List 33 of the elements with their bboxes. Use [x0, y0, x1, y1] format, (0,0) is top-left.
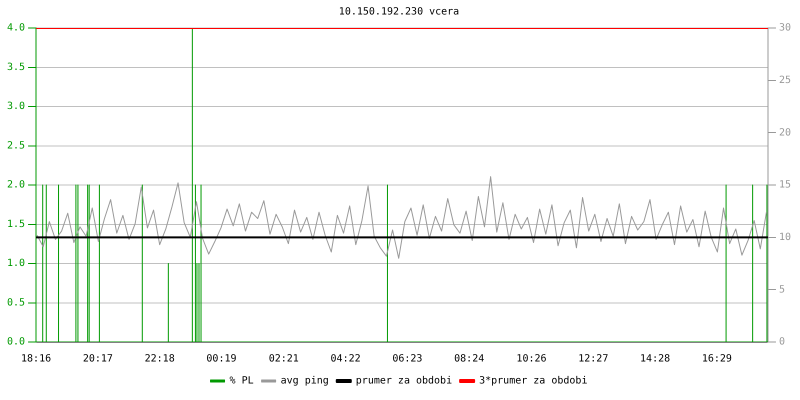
chart-title: 10.150.192.230 vcera: [338, 6, 460, 18]
y2-tick-label: 10: [778, 232, 792, 243]
x-tick-label: 12:27: [578, 354, 608, 365]
legend-label: avg ping: [280, 376, 329, 387]
y-tick-label: 4.0: [7, 22, 26, 34]
y-tick-label: 1.5: [7, 218, 26, 230]
y2-tick-label: 0: [778, 336, 785, 348]
y-tick-label: 3.0: [7, 101, 26, 112]
x-tick-label: 06:23: [392, 354, 422, 365]
legend-label: prumer za obdobi: [356, 376, 452, 387]
y2-tick-label: 20: [778, 127, 792, 138]
x-tick-label: 14:28: [640, 354, 670, 365]
x-tick-label: 16:29: [702, 354, 732, 365]
y2-tick-label: 25: [778, 74, 792, 86]
legend-label: % PL: [230, 376, 254, 387]
y-tick-label: 0.5: [7, 297, 26, 308]
x-tick-label: 04:22: [330, 354, 361, 365]
legend-label: 3*prumer za obdobi: [479, 376, 588, 387]
x-tick-label: 08:24: [454, 354, 484, 365]
y-tick-label: 2.0: [7, 180, 26, 191]
y-tick-label: 3.5: [7, 62, 26, 73]
y2-tick-label: 30: [778, 22, 792, 34]
x-tick-label: 18:16: [21, 354, 52, 365]
y-tick-label: 1.0: [7, 258, 26, 270]
x-tick-label: 02:21: [268, 354, 299, 365]
x-tick-label: 10:26: [516, 354, 547, 365]
y2-tick-label: 15: [778, 180, 792, 191]
y2-tick-label: 5: [778, 284, 785, 296]
y-tick-label: 2.5: [7, 140, 26, 152]
y-tick-label: 0.0: [7, 336, 26, 348]
x-tick-label: 22:18: [144, 354, 175, 365]
x-tick-label: 00:19: [206, 354, 237, 365]
x-tick-label: 20:17: [82, 354, 113, 365]
